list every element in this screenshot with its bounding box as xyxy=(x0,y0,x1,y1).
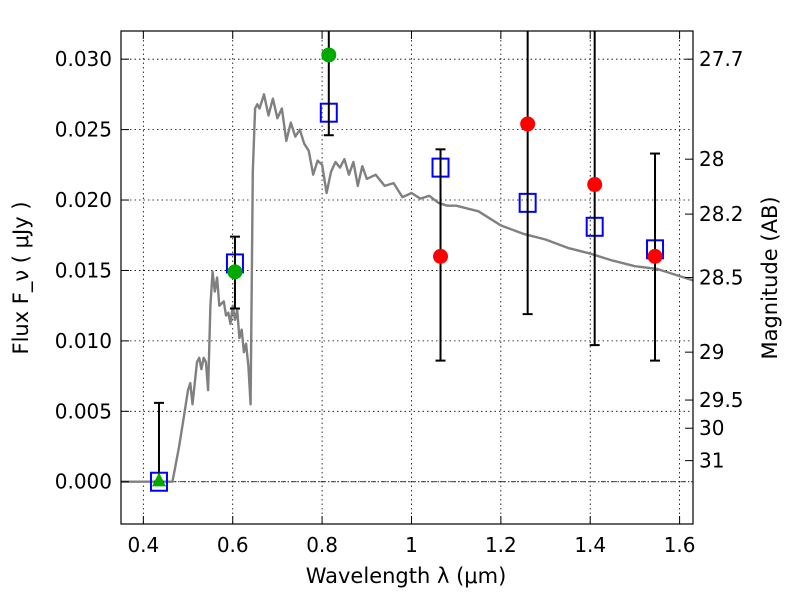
filled-circle-marker xyxy=(321,47,337,63)
filled-circle-marker xyxy=(520,116,536,132)
right-tick-label: 28.2 xyxy=(699,202,744,226)
y-tick-label: 0.015 xyxy=(55,258,112,282)
x-tick-label: 1.6 xyxy=(664,533,696,557)
plot-frame xyxy=(120,30,694,525)
right-tick-label: 27.7 xyxy=(699,47,744,71)
y-axis-label-left: Flux F_ν ( μJy ) xyxy=(9,201,34,354)
x-tick-label: 1 xyxy=(405,533,418,557)
filled-circle-marker xyxy=(587,177,603,193)
y-tick-label: 0.005 xyxy=(55,399,112,423)
right-tick-label: 29.5 xyxy=(699,388,744,412)
x-tick-label: 1.2 xyxy=(485,533,517,557)
y-tick-label: 0.030 xyxy=(55,47,112,71)
x-axis-label: Wavelength λ (μm) xyxy=(306,564,507,588)
filled-circle-marker xyxy=(433,248,449,264)
sed-model-curve xyxy=(121,93,694,483)
x-tick-label: 0.6 xyxy=(217,533,249,557)
y-tick-label: 0.010 xyxy=(55,329,112,353)
right-tick-label: 30 xyxy=(699,416,724,440)
x-tick-label: 1.4 xyxy=(574,533,606,557)
filled-circle-marker xyxy=(227,264,243,280)
x-tick-label: 0.4 xyxy=(127,533,159,557)
filled-triangle-marker xyxy=(151,472,166,487)
y-tick-label: 0.020 xyxy=(55,188,112,212)
right-tick-label: 28 xyxy=(699,147,724,171)
right-tick-label: 28.5 xyxy=(699,266,744,290)
right-tick-label: 31 xyxy=(699,449,724,473)
y-axis-label-right: Magnitude (AB) xyxy=(758,196,782,359)
grid-lines xyxy=(121,31,693,524)
filled-circle-marker xyxy=(647,248,663,264)
x-tick-label: 0.8 xyxy=(306,533,338,557)
right-tick-label: 29 xyxy=(699,340,724,364)
y-tick-label: 0.025 xyxy=(55,118,112,142)
axis-ticks: 0.4 0.6 0.8 1 1.2 1.4 1.6 0.000 0.005 0.010 0.015 0… xyxy=(55,31,744,557)
y-tick-label: 0.000 xyxy=(55,470,112,494)
data-marks xyxy=(149,31,665,492)
